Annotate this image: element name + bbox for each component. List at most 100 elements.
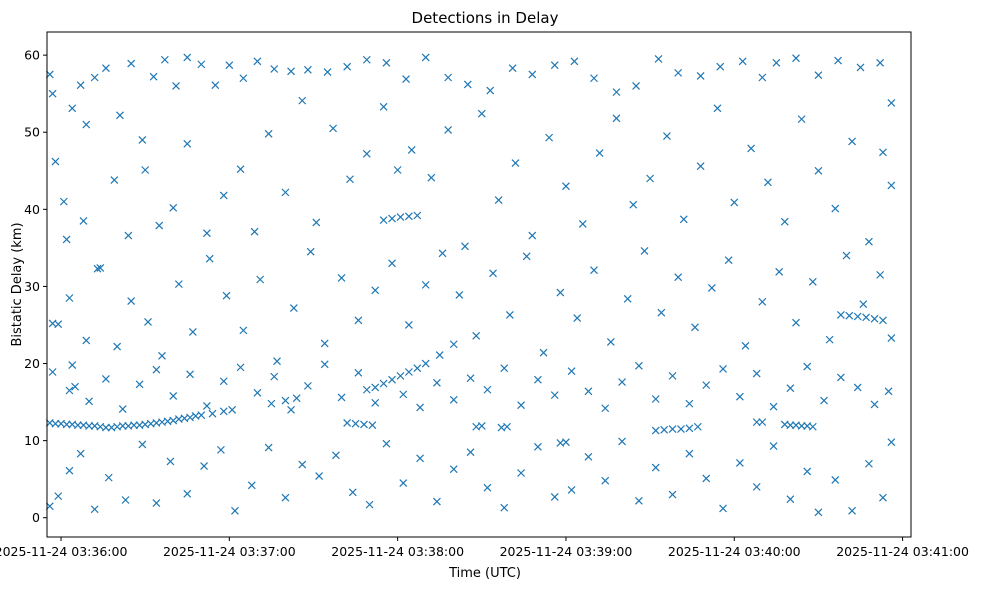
data-point-x-marker bbox=[166, 457, 175, 466]
data-point-x-marker bbox=[68, 104, 77, 113]
data-point-x-marker bbox=[169, 391, 178, 400]
data-point-x-marker bbox=[449, 395, 458, 404]
data-point-x-marker bbox=[362, 385, 371, 394]
data-point-x-marker bbox=[169, 416, 178, 425]
data-point-x-marker bbox=[329, 124, 338, 133]
data-point-x-marker bbox=[152, 499, 161, 508]
data-point-x-marker bbox=[404, 321, 413, 329]
data-point-x-marker bbox=[657, 308, 666, 317]
data-point-x-marker bbox=[332, 451, 340, 460]
data-point-x-marker bbox=[864, 237, 873, 246]
data-point-x-marker bbox=[654, 55, 663, 63]
data-point-x-marker bbox=[769, 402, 778, 411]
data-point-x-marker bbox=[158, 351, 166, 360]
data-point-x-marker bbox=[320, 339, 329, 348]
data-point-x-marker bbox=[202, 229, 211, 238]
data-point-x-marker bbox=[438, 249, 447, 258]
data-point-x-marker bbox=[421, 359, 430, 368]
data-point-x-marker bbox=[362, 149, 371, 158]
data-point-x-marker bbox=[623, 294, 632, 303]
data-point-x-marker bbox=[432, 497, 441, 506]
data-point-x-marker bbox=[382, 439, 391, 448]
data-point-x-marker bbox=[775, 267, 784, 276]
data-point-x-marker bbox=[550, 391, 559, 400]
data-point-x-marker bbox=[54, 492, 63, 501]
data-point-x-marker bbox=[702, 381, 711, 390]
data-point-x-marker bbox=[505, 311, 514, 319]
data-point-x-marker bbox=[646, 174, 655, 183]
data-point-x-marker bbox=[820, 396, 828, 405]
data-point-x-marker bbox=[752, 418, 761, 427]
data-point-x-marker bbox=[183, 489, 192, 498]
data-point-x-marker bbox=[584, 387, 593, 396]
data-point-x-marker bbox=[371, 398, 380, 407]
data-point-x-marker bbox=[477, 422, 486, 430]
data-point-x-marker bbox=[466, 448, 475, 457]
data-point-x-marker bbox=[382, 58, 391, 67]
x-tick-label: 2025-11-24 03:39:00 bbox=[500, 544, 633, 559]
data-point-x-marker bbox=[719, 504, 727, 513]
data-point-x-marker bbox=[399, 390, 408, 399]
data-point-x-marker bbox=[845, 311, 854, 320]
data-point-x-marker bbox=[267, 399, 276, 408]
data-point-x-marker bbox=[160, 55, 169, 64]
data-point-x-marker bbox=[884, 387, 893, 396]
data-point-x-marker bbox=[758, 418, 767, 427]
data-point-x-marker bbox=[93, 264, 102, 273]
data-point-x-marker bbox=[696, 162, 705, 171]
data-point-x-marker bbox=[205, 254, 214, 263]
data-point-x-marker bbox=[174, 280, 183, 289]
data-point-x-marker bbox=[879, 493, 887, 502]
data-point-x-marker bbox=[674, 273, 683, 282]
data-point-x-marker bbox=[716, 62, 725, 71]
data-point-x-marker bbox=[127, 297, 136, 306]
data-point-x-marker bbox=[90, 505, 99, 514]
data-point-x-marker bbox=[584, 452, 593, 461]
data-point-x-marker bbox=[797, 115, 806, 124]
data-point-x-marker bbox=[651, 463, 660, 472]
data-point-x-marker bbox=[752, 482, 761, 491]
data-point-x-marker bbox=[803, 467, 812, 476]
data-point-x-marker bbox=[360, 420, 368, 429]
data-point-x-marker bbox=[289, 304, 298, 312]
data-point-x-marker bbox=[388, 375, 396, 384]
y-tick-label: 60 bbox=[24, 48, 40, 63]
data-point-x-marker bbox=[853, 312, 862, 321]
data-point-x-marker bbox=[225, 61, 234, 70]
data-point-x-marker bbox=[517, 469, 526, 477]
data-point-x-marker bbox=[59, 197, 68, 206]
data-point-x-marker bbox=[65, 294, 74, 302]
scatter-markers bbox=[45, 53, 896, 517]
data-point-x-marker bbox=[562, 438, 570, 447]
data-point-x-marker bbox=[685, 399, 694, 408]
data-point-x-marker bbox=[612, 114, 621, 123]
data-point-x-marker bbox=[343, 418, 352, 427]
data-point-x-marker bbox=[228, 405, 237, 414]
data-point-x-marker bbox=[407, 146, 416, 154]
data-point-x-marker bbox=[660, 425, 669, 434]
data-point-x-marker bbox=[116, 111, 124, 120]
data-point-x-marker bbox=[618, 378, 626, 386]
data-point-x-marker bbox=[371, 286, 380, 295]
data-point-x-marker bbox=[449, 340, 458, 349]
x-tick-label: 2025-11-24 03:37:00 bbox=[163, 544, 296, 559]
data-point-x-marker bbox=[186, 370, 194, 379]
data-point-x-marker bbox=[404, 368, 413, 376]
data-point-x-marker bbox=[253, 388, 262, 397]
data-point-x-marker bbox=[848, 137, 857, 146]
x-tick-label: 2025-11-24 03:38:00 bbox=[331, 544, 464, 559]
data-point-x-marker bbox=[368, 421, 377, 430]
data-point-x-marker bbox=[489, 269, 497, 278]
data-point-x-marker bbox=[797, 422, 806, 430]
data-point-x-marker bbox=[562, 182, 570, 191]
data-point-x-marker bbox=[792, 318, 800, 327]
data-point-x-marker bbox=[348, 488, 357, 497]
data-point-x-marker bbox=[677, 425, 685, 433]
data-point-x-marker bbox=[601, 476, 610, 485]
y-axis: 0 10 20 30 40 50 60 bbox=[24, 48, 47, 525]
data-point-x-marker bbox=[110, 176, 119, 184]
data-point-x-marker bbox=[118, 422, 127, 430]
data-point-x-marker bbox=[169, 203, 178, 212]
data-point-x-marker bbox=[612, 88, 621, 97]
data-point-x-marker bbox=[202, 402, 211, 410]
